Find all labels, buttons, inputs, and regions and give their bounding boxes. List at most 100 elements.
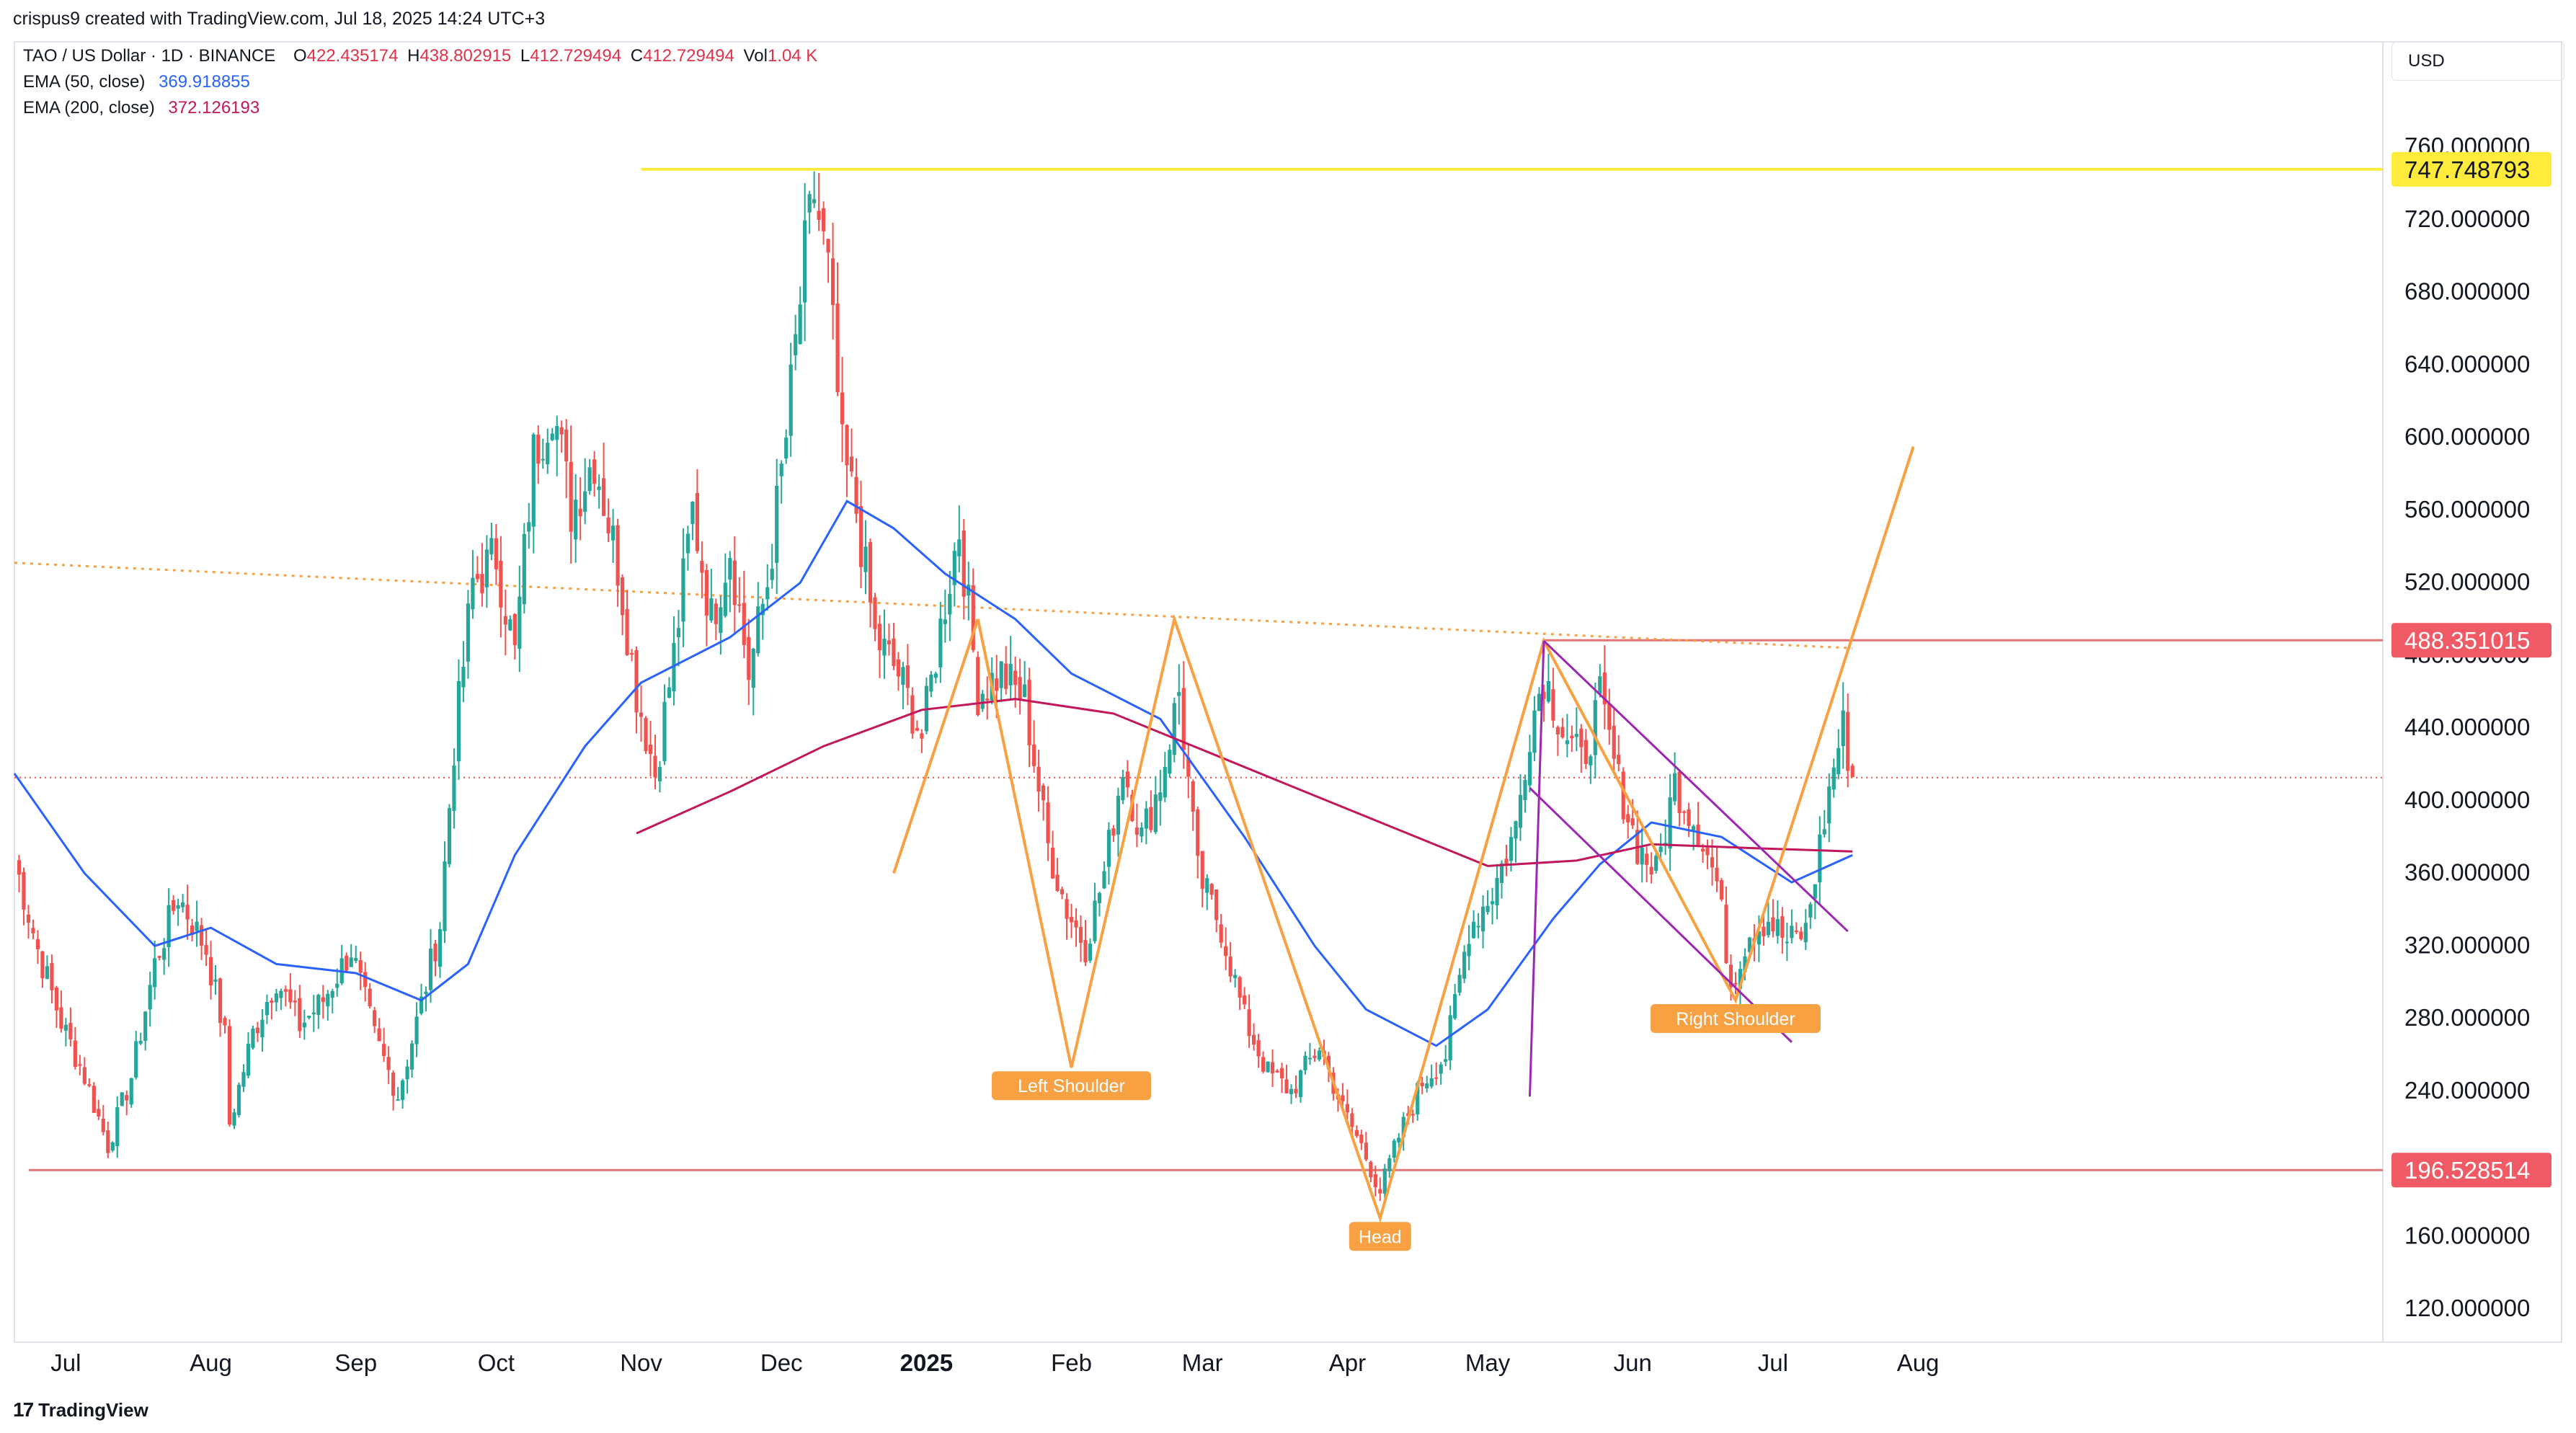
- price-tick-label: 320.000000: [2404, 931, 2530, 958]
- price-tick-label: 560.000000: [2404, 496, 2530, 523]
- candle-body: [1537, 693, 1542, 711]
- candle-body: [1307, 1057, 1313, 1060]
- candle-body: [368, 988, 372, 1006]
- time-tick-label: Oct: [478, 1349, 515, 1376]
- candle-body: [157, 956, 161, 958]
- candle-body: [480, 574, 484, 594]
- candle-body: [213, 979, 218, 982]
- candle-body: [798, 304, 802, 345]
- candle-body: [1813, 884, 1817, 899]
- candle-body: [784, 438, 789, 459]
- candle-body: [648, 745, 653, 755]
- candle-body: [1326, 1055, 1331, 1070]
- candle-body: [527, 522, 531, 532]
- price-tick-label: 400.000000: [2404, 786, 2530, 813]
- candle-body: [45, 966, 50, 980]
- candle-body: [1691, 826, 1696, 830]
- candle-body: [1369, 1162, 1373, 1178]
- candle-body: [611, 525, 616, 541]
- candle-body: [40, 951, 45, 979]
- candle-body: [35, 939, 40, 949]
- candle-body: [232, 1112, 236, 1126]
- candle-body: [1382, 1168, 1387, 1194]
- candle-body: [1799, 931, 1803, 939]
- candle-body: [1574, 734, 1578, 737]
- candle-body: [31, 928, 35, 933]
- ema50-legend[interactable]: EMA (50, close) 369.918855: [23, 72, 250, 92]
- candle-body: [54, 987, 59, 1011]
- candle-body: [1065, 899, 1069, 919]
- candle-body: [995, 678, 999, 691]
- candle-body: [190, 925, 195, 935]
- candle-body: [756, 606, 760, 654]
- candle-body: [1710, 857, 1715, 868]
- tradingview-logo[interactable]: 17 TradingView: [13, 1398, 148, 1421]
- candle-body: [1480, 906, 1485, 932]
- price-tick-label: 680.000000: [2404, 278, 2530, 305]
- candle-body: [1471, 921, 1476, 939]
- candle-body: [1602, 672, 1607, 705]
- candle-body: [1046, 802, 1050, 843]
- ema200-legend[interactable]: EMA (200, close) 372.126193: [23, 98, 259, 118]
- candle-body: [1790, 926, 1794, 939]
- time-tick-label: Nov: [620, 1349, 662, 1376]
- volume-value: 1.04 K: [767, 46, 818, 66]
- candle-body: [316, 995, 321, 1015]
- candle-body: [1584, 740, 1588, 764]
- candle-body: [625, 609, 629, 655]
- candle-body: [957, 539, 961, 556]
- candle-body: [22, 871, 26, 910]
- tradingview-brand-text: TradingView: [38, 1398, 148, 1421]
- candle-body: [424, 991, 428, 995]
- candle-body: [134, 1041, 138, 1078]
- price-marker-label: 196.528514: [2404, 1157, 2530, 1184]
- candle-body: [550, 433, 554, 440]
- candle-body: [1023, 684, 1027, 697]
- candle-body: [298, 998, 302, 1032]
- candle-body: [1359, 1134, 1364, 1143]
- candle-body: [185, 905, 190, 920]
- candle-body: [279, 990, 283, 998]
- candle-body: [499, 560, 503, 608]
- candle-body: [1261, 1057, 1266, 1072]
- candle-body: [901, 667, 905, 685]
- candle-body: [1715, 867, 1719, 882]
- candle-body: [985, 698, 990, 701]
- candle-body: [373, 1010, 377, 1026]
- candle-body: [484, 549, 489, 587]
- candle-body: [1279, 1068, 1284, 1079]
- candle-body: [672, 642, 676, 692]
- candle-body: [1705, 848, 1710, 856]
- candle-body: [466, 603, 471, 662]
- time-tick-label: 2025: [900, 1349, 953, 1376]
- candle-body: [863, 546, 868, 572]
- candle-body: [288, 989, 293, 1003]
- candle-body: [283, 989, 288, 992]
- candle-body: [138, 1040, 143, 1044]
- candle-body: [569, 461, 573, 532]
- candle-body: [546, 443, 550, 465]
- candle-body: [845, 425, 849, 466]
- candle-body: [1298, 1070, 1303, 1098]
- candle-body: [1224, 946, 1228, 957]
- candle-body: [1649, 866, 1653, 875]
- ema50-line: [13, 500, 1853, 1047]
- candle-body: [1808, 904, 1813, 918]
- candle-body: [1088, 943, 1093, 961]
- candle-body: [1827, 786, 1831, 824]
- candle-body: [522, 533, 526, 605]
- candle-body: [1401, 1117, 1405, 1137]
- candle-body: [223, 1018, 227, 1026]
- candle-body: [218, 978, 223, 1024]
- candle-body: [162, 948, 166, 960]
- candle-body: [807, 194, 812, 213]
- candle-body: [1233, 975, 1238, 978]
- candle-body: [1598, 676, 1602, 694]
- high-label: H: [407, 46, 420, 66]
- candle-body: [400, 1080, 405, 1101]
- candle-body: [1654, 856, 1658, 871]
- candle-body: [208, 957, 213, 985]
- candle-body: [1191, 781, 1195, 812]
- symbol-legend: TAO / US Dollar · 1D · BINANCE O422.4351…: [23, 46, 817, 66]
